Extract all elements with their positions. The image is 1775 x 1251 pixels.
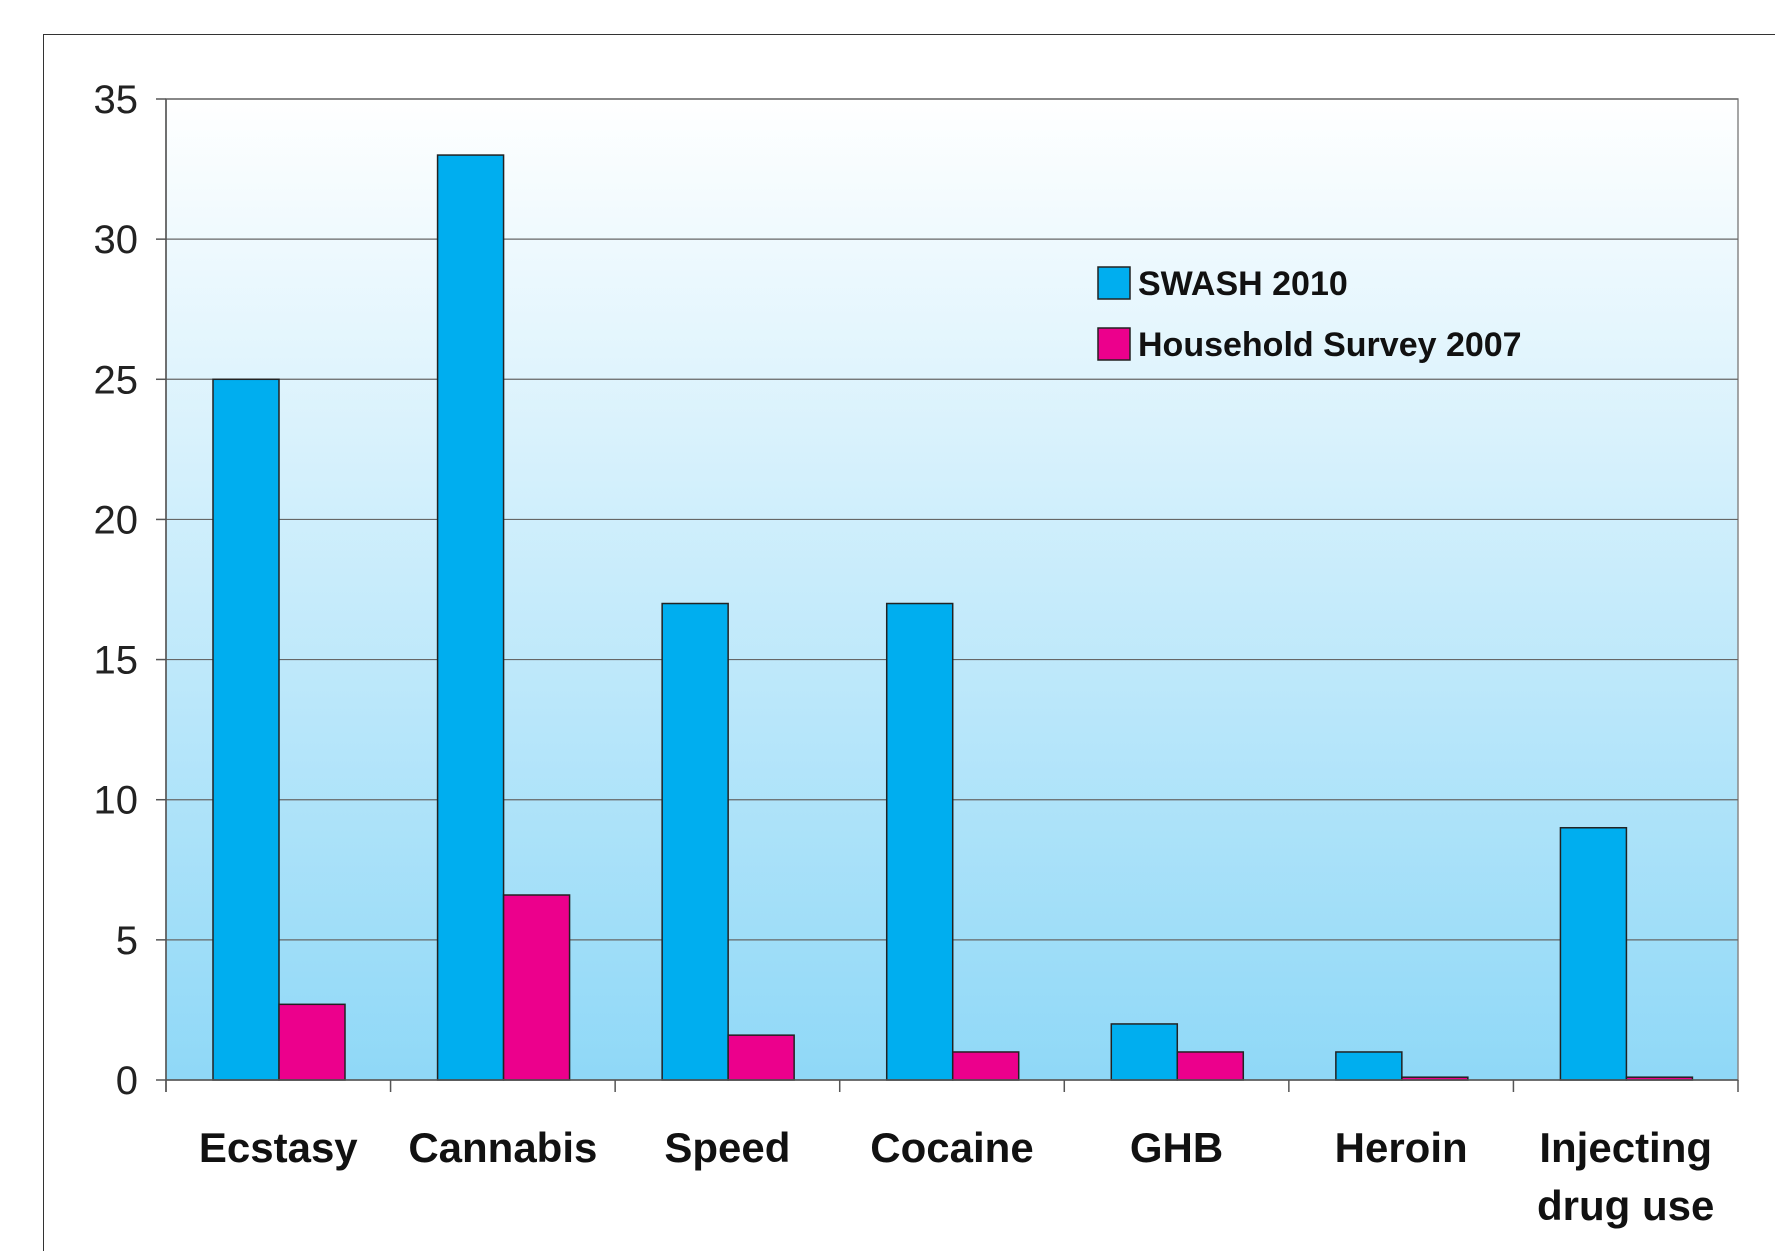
x-tick-label: drug use	[1537, 1182, 1714, 1229]
y-tick-label: 15	[94, 639, 139, 683]
legend-label: Household Survey 2007	[1138, 326, 1522, 364]
bar-household-survey-2007-speed	[727, 1034, 795, 1081]
x-axis-ticks: Ecstasy Cannabis Speed Cocaine GHB Heroin Inje…	[199, 1124, 1715, 1229]
bar-household-survey-2007-cannabis	[502, 894, 571, 1081]
bar-household-survey-2007-ghb	[1176, 1051, 1245, 1081]
legend: SWASH 2010 Household Survey 2007	[1097, 265, 1522, 364]
legend-swatch	[1097, 266, 1131, 300]
x-tick-label: Speed	[664, 1124, 790, 1171]
y-tick-label: 20	[94, 498, 139, 542]
y-tick-label: 35	[94, 78, 139, 122]
y-axis-ticks: 0 5 10 15 20 25 30 35	[94, 78, 166, 1103]
x-tick-label: Cocaine	[870, 1124, 1033, 1171]
bar-swash-2010-speed	[661, 602, 729, 1081]
x-tick-label: GHB	[1130, 1124, 1223, 1171]
y-tick-label: 10	[94, 779, 139, 823]
y-tick-label: 0	[116, 1059, 138, 1103]
x-tick-label: Injecting	[1539, 1124, 1712, 1171]
bar-swash-2010-ghb	[1110, 1023, 1179, 1081]
bar-swash-2010-injecting-drug-use	[1559, 826, 1628, 1081]
bar-swash-2010-heroin	[1335, 1051, 1403, 1081]
bar-swash-2010-cannabis	[436, 154, 505, 1081]
x-tick-label: Heroin	[1335, 1124, 1468, 1171]
bar-swash-2010-ecstasy	[212, 378, 280, 1081]
y-tick-label: 25	[94, 358, 139, 402]
bar-household-survey-2007-cocaine	[951, 1051, 1020, 1081]
y-tick-label: 5	[116, 919, 138, 963]
axes	[165, 99, 1739, 1092]
bar-swash-2010-cocaine	[885, 602, 954, 1081]
chart-frame	[43, 34, 1775, 1251]
legend-swatch	[1097, 327, 1131, 361]
bar-household-survey-2007-ecstasy	[278, 1003, 346, 1081]
bars	[212, 154, 1694, 1081]
x-tick-label: Cannabis	[408, 1124, 597, 1171]
x-tick-label: Ecstasy	[199, 1124, 358, 1171]
legend-label: SWASH 2010	[1138, 265, 1348, 303]
y-tick-label: 30	[94, 218, 139, 262]
